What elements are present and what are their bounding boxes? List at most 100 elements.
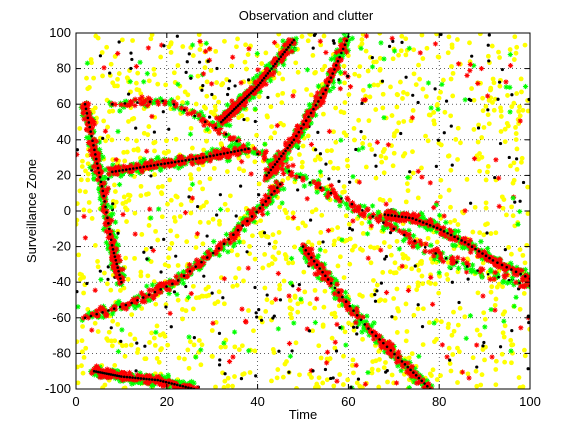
observation-point [393,380,400,386]
observation-point [153,164,159,171]
observation-point [513,279,519,286]
true-point [233,150,236,153]
observation-point [500,263,507,269]
clutter-point [175,263,181,268]
observation-point [92,287,98,293]
observation-point [328,73,334,79]
clutter-point [153,301,159,307]
true-point [253,87,257,91]
observation-point [132,305,138,311]
true-point [170,382,173,385]
observation-point [145,297,151,304]
true-point [254,374,258,378]
true-point [290,349,294,353]
clutter-point [275,367,281,372]
observation-point [320,98,327,105]
observation-point [124,372,130,379]
observation-point [145,161,151,167]
observation-point [281,52,288,58]
observation-point [445,235,451,241]
observation-point [204,150,210,156]
true-point [262,231,267,235]
clutter-point [213,384,218,389]
observation-point [240,142,247,149]
grid-lines [76,33,530,389]
true-point [163,162,167,165]
clutter-point [222,378,228,384]
observation-point [316,180,322,187]
observation-point [509,274,516,281]
observation-point [419,174,425,180]
observation-point [318,99,325,106]
observation-point [188,290,194,297]
clutter-point [80,370,86,376]
clutter-point [498,108,504,114]
clutter-point [438,177,444,183]
observation-point [251,206,257,212]
observation-point [112,101,118,108]
observation-point [433,202,439,208]
observation-point [405,368,412,375]
clutter-point [250,233,255,239]
clutter-point [258,218,264,224]
observation-point [178,276,185,283]
clutter-point [488,95,494,101]
clutter-point [305,133,311,139]
clutter-point [502,139,508,145]
observation-point [96,186,102,193]
observation-point [292,46,298,53]
clutter-point [128,342,134,348]
observation-point [334,321,340,328]
true-point [333,286,337,290]
clutter-point [415,306,421,312]
observation-point [500,278,507,284]
observation-point [364,328,371,335]
true-point [331,376,335,380]
clutter-point [502,126,508,132]
observation-point [325,71,332,77]
observation-point [430,248,436,254]
observation-point [92,367,99,373]
true-point [245,250,249,254]
observation-point [220,246,227,253]
clutter-point [277,286,282,292]
clutter-point [188,176,194,181]
clutter-point [306,239,311,245]
observation-point [444,354,450,360]
observation-point [200,117,207,123]
observation-point [294,123,301,130]
true-point [240,148,243,152]
observation-point [507,62,514,69]
clutter-point [185,92,191,98]
true-point [280,154,283,158]
clutter-point [148,36,154,42]
true-point [223,117,227,120]
true-point [277,57,281,61]
observation-point [157,167,164,174]
clutter-point [138,193,144,199]
observation-point [144,148,150,154]
clutter-point [124,219,129,224]
observation-point [115,128,121,135]
true-point [103,371,106,375]
true-point [206,256,209,259]
clutter-point [285,215,291,221]
clutter-point [120,201,126,206]
observation-point [331,55,338,62]
clutter-point [508,337,514,343]
true-point [202,274,206,278]
observation-point [143,160,149,166]
clutter-point [525,108,530,114]
clutter-point [498,129,504,134]
observation-point [466,242,472,249]
clutter-point [256,181,262,187]
true-point [135,341,139,345]
true-point [408,170,412,174]
true-point [99,371,102,374]
clutter-point [154,356,160,361]
true-point [507,155,511,160]
observation-point [334,281,340,288]
true-point [355,313,359,317]
true-point [85,281,89,286]
clutter-point [368,244,374,250]
